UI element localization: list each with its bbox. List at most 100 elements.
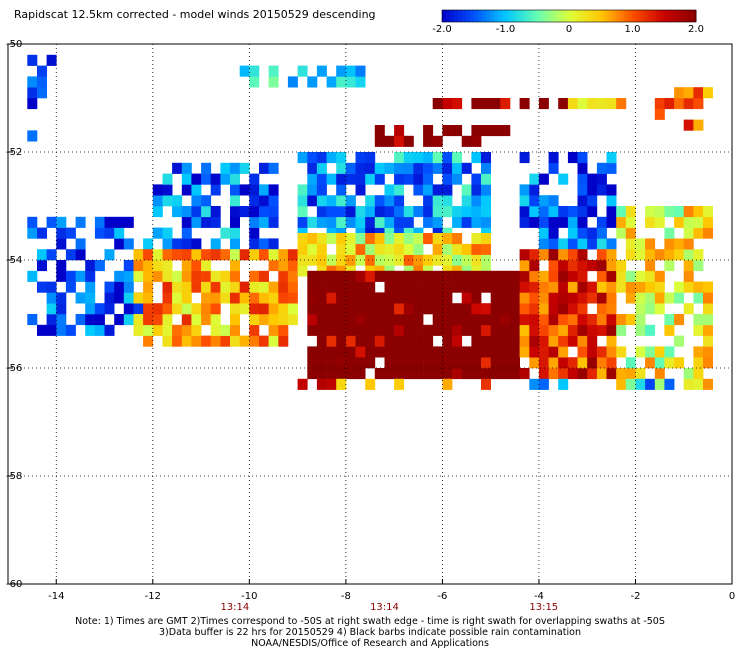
note-line-3: NOAA/NESDIS/Office of Research and Appli… (0, 638, 740, 649)
heatmap-cell (336, 206, 346, 217)
heatmap-cell (597, 292, 607, 303)
heatmap-cell (259, 217, 269, 228)
heatmap-cell (37, 282, 47, 293)
heatmap-cell (452, 206, 462, 217)
heatmap-cell (172, 249, 182, 260)
heatmap-cell (288, 314, 298, 325)
heatmap-cell (346, 174, 356, 185)
heatmap-cell (520, 195, 530, 206)
heatmap-cell (539, 228, 549, 239)
heatmap-cell (317, 244, 327, 255)
heatmap-cell (317, 152, 327, 163)
heatmap-cell (626, 368, 636, 379)
x-tick-label: -12 (145, 591, 161, 602)
y-tick-label: -58 (6, 471, 22, 482)
heatmap-cell (693, 260, 703, 271)
heatmap-cell (471, 244, 481, 255)
heatmap-cell (278, 282, 288, 293)
colorbar-swatch (617, 10, 621, 22)
heatmap-cell (307, 292, 317, 303)
heatmap-cell (220, 228, 230, 239)
heatmap-cell (481, 174, 491, 185)
heatmap-cell (558, 206, 568, 217)
heatmap-cell (452, 314, 462, 325)
heatmap-cell (462, 282, 472, 293)
y-tick-label: -50 (6, 39, 22, 50)
heatmap-cell (645, 346, 655, 357)
colorbar-swatch (573, 10, 577, 22)
heatmap-cell (278, 303, 288, 314)
heatmap-cell (703, 325, 713, 336)
y-tick-label: -52 (6, 147, 22, 158)
heatmap-cell (693, 228, 703, 239)
heatmap-cell (626, 238, 636, 249)
note-line-1: Note: 1) Times are GMT 2)Times correspon… (0, 616, 740, 627)
heatmap-cell (394, 255, 404, 266)
heatmap-cell (636, 282, 646, 293)
heatmap-cell (269, 292, 279, 303)
heatmap-cell (163, 292, 173, 303)
heatmap-cell (645, 292, 655, 303)
heatmap-cell (163, 282, 173, 293)
heatmap-cell (539, 98, 549, 109)
heatmap-cell (143, 238, 153, 249)
heatmap-cell (462, 217, 472, 228)
heatmap-cell (462, 184, 472, 195)
heatmap-cell (47, 292, 57, 303)
colorbar-swatch (664, 10, 668, 22)
heatmap-cell (240, 303, 250, 314)
heatmap-cell (191, 260, 201, 271)
heatmap-cell (346, 368, 356, 379)
heatmap-cell (278, 249, 288, 260)
heatmap-cell (327, 76, 337, 87)
heatmap-cell (539, 195, 549, 206)
heatmap-cell (317, 206, 327, 217)
heatmap-cell (423, 357, 433, 368)
heatmap-cell (433, 368, 443, 379)
heatmap-cell (356, 244, 366, 255)
heatmap-cell (27, 76, 37, 87)
heatmap-cell (500, 357, 510, 368)
heatmap-cell (607, 206, 617, 217)
heatmap-cell (259, 336, 269, 347)
heatmap-cell (394, 271, 404, 282)
heatmap-cell (549, 346, 559, 357)
heatmap-cell (307, 152, 317, 163)
heatmap-cell (56, 260, 66, 271)
heatmap-cell (317, 314, 327, 325)
heatmap-cell (356, 206, 366, 217)
heatmap-cell (365, 163, 375, 174)
heatmap-cell (684, 303, 694, 314)
heatmap-cell (587, 228, 597, 239)
heatmap-cell (336, 152, 346, 163)
heatmap-cell (230, 163, 240, 174)
heatmap-cell (85, 260, 95, 271)
heatmap-cell (703, 314, 713, 325)
heatmap-cell (114, 292, 124, 303)
heatmap-cell (471, 174, 481, 185)
heatmap-cell (452, 233, 462, 244)
heatmap-cell (423, 163, 433, 174)
heatmap-cell (684, 206, 694, 217)
heatmap-cell (134, 325, 144, 336)
heatmap-cell (356, 303, 366, 314)
heatmap-cell (220, 292, 230, 303)
heatmap-cell (558, 292, 568, 303)
heatmap-cell (413, 314, 423, 325)
heatmap-cell (703, 303, 713, 314)
heatmap-cell (56, 238, 66, 249)
heatmap-cell (607, 249, 617, 260)
heatmap-cell (394, 303, 404, 314)
heatmap-cell (481, 271, 491, 282)
heatmap-cell (336, 325, 346, 336)
heatmap-cell (674, 292, 684, 303)
heatmap-cell (317, 66, 327, 77)
heatmap-cell (664, 206, 674, 217)
heatmap-cell (317, 282, 327, 293)
heatmap-cell (674, 87, 684, 98)
heatmap-cell (394, 292, 404, 303)
heatmap-cell (385, 282, 395, 293)
heatmap-cell (278, 260, 288, 271)
heatmap-cell (37, 228, 47, 239)
heatmap-cell (278, 292, 288, 303)
